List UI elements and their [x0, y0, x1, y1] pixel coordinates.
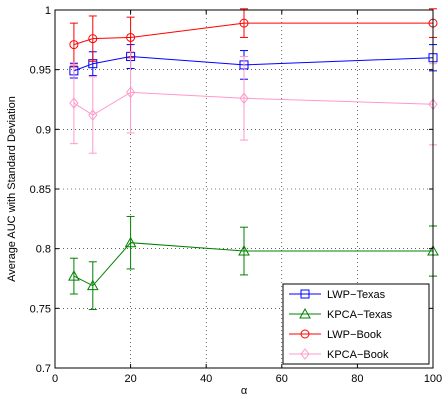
- triangle-marker: [86, 279, 99, 291]
- circle-marker: [69, 40, 79, 50]
- series-line: [73, 91, 434, 116]
- x-tick-label: 100: [424, 373, 442, 385]
- x-axis-label: α: [241, 385, 248, 397]
- legend-label: LWP−Book: [327, 329, 382, 341]
- legend-item-1: LWP−Texas: [289, 289, 386, 301]
- y-tick-label: 0.8: [36, 244, 51, 256]
- x-tick-label: 40: [200, 373, 212, 385]
- circle-marker: [88, 34, 98, 44]
- y-tick-label: 0.9: [36, 124, 51, 136]
- series-line: [73, 242, 433, 287]
- x-axis: 0 20 40 60 80 100: [52, 10, 442, 385]
- legend-label: LWP−Texas: [327, 289, 386, 301]
- diamond-marker: [88, 109, 98, 121]
- triangle-marker: [238, 245, 250, 256]
- y-tick-label: 1: [45, 5, 51, 17]
- diamond-marker: [125, 86, 136, 99]
- x-tick-label: 0: [52, 373, 58, 385]
- diamond-marker: [300, 348, 310, 360]
- y-axis: 0.7 0.75 0.8 0.85 0.9 0.95 1: [30, 5, 433, 375]
- x-tick-label: 80: [351, 373, 363, 385]
- legend-label: KPCA−Texas: [327, 309, 393, 321]
- x-tick-label: 20: [124, 373, 136, 385]
- series-4: [69, 51, 438, 154]
- series-3: [69, 8, 438, 67]
- circle-marker: [300, 329, 310, 339]
- circle-marker: [126, 32, 136, 42]
- legend: LWP−Texas KPCA−Texas LWP−Book KPCA−Book: [282, 283, 430, 365]
- series-line: [73, 22, 433, 46]
- legend-item-2: KPCA−Texas: [289, 307, 393, 321]
- legend-label: KPCA−Book: [327, 349, 389, 361]
- triangle-marker: [124, 236, 137, 248]
- y-axis-label: Average AUC with Standard Deviation: [6, 96, 18, 282]
- y-tick-label: 0.85: [30, 184, 51, 196]
- legend-box: [282, 283, 430, 365]
- triangle-marker: [299, 307, 311, 319]
- circle-marker: [239, 18, 249, 28]
- square-marker: [300, 289, 310, 299]
- diamond-marker: [69, 97, 79, 109]
- triangle-marker: [68, 270, 80, 281]
- diamond-marker: [239, 92, 249, 105]
- y-tick-label: 0.95: [30, 65, 51, 77]
- y-tick-label: 0.7: [36, 363, 51, 375]
- legend-item-4: KPCA−Book: [289, 348, 389, 361]
- y-tick-label: 0.75: [30, 303, 51, 315]
- legend-item-3: LWP−Book: [289, 329, 382, 341]
- x-tick-label: 60: [276, 373, 288, 385]
